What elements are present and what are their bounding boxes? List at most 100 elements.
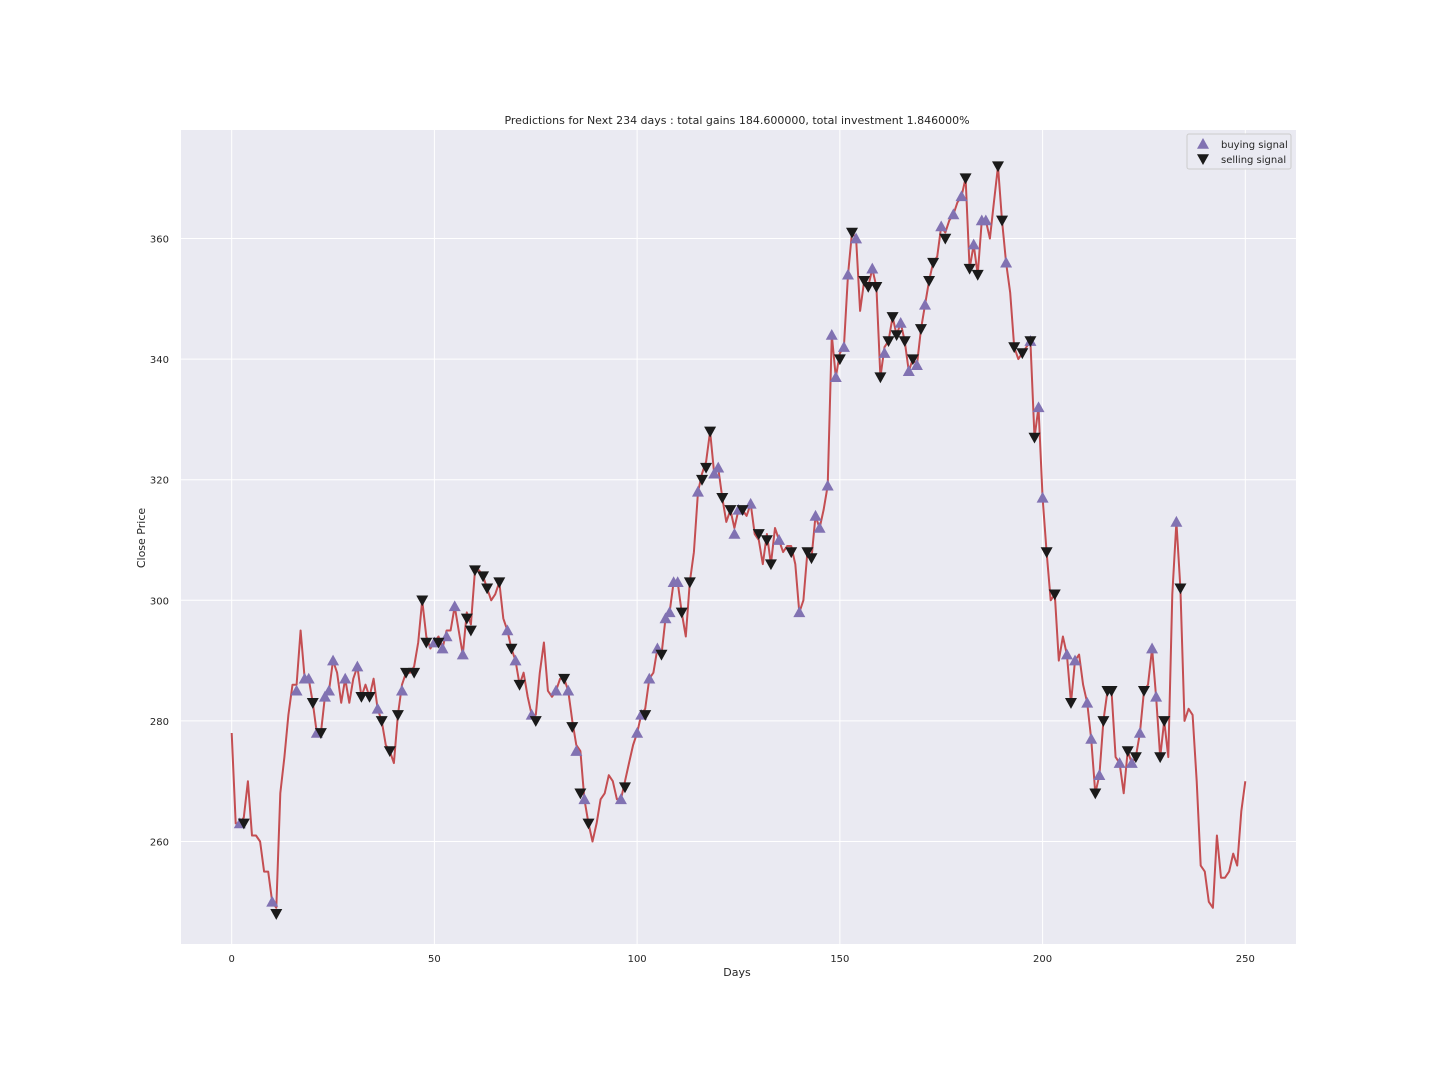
sell-signal-marker <box>1040 547 1053 559</box>
sell-signal-marker <box>355 691 368 703</box>
buy-signal-marker <box>1150 690 1163 702</box>
x-axis-label: Days <box>723 966 751 979</box>
buy-signal-marker <box>773 534 786 545</box>
sell-signal-marker <box>1158 716 1171 727</box>
sell-signal-marker <box>1028 432 1041 444</box>
buy-signal-marker <box>339 672 352 684</box>
sell-signal-marker <box>785 547 798 559</box>
sell-signal-marker <box>1048 589 1061 601</box>
sell-signal-marker <box>1154 752 1167 764</box>
sell-signal-marker <box>460 613 473 625</box>
sell-signal-marker <box>1129 752 1142 764</box>
x-tick-label: 250 <box>1236 954 1255 965</box>
buy-signal-marker <box>894 316 907 328</box>
sell-signal-marker <box>1121 746 1134 758</box>
buy-signal-marker <box>643 672 656 684</box>
sell-signal-marker <box>655 649 668 661</box>
buy-signal-marker <box>821 479 834 491</box>
sell-signal-marker <box>991 161 1004 173</box>
sell-signal-marker <box>971 269 984 281</box>
buy-signal-marker <box>813 521 826 533</box>
sell-signal-marker <box>886 312 899 323</box>
sell-signal-marker <box>1174 583 1187 595</box>
sell-signal-marker <box>1024 336 1037 348</box>
grid <box>181 130 1296 944</box>
sell-signal-marker <box>683 577 696 589</box>
sell-signal-marker <box>846 227 859 239</box>
sell-signal-marker <box>1089 788 1102 800</box>
sell-signal-marker <box>996 215 1009 227</box>
buy-signal-marker <box>659 612 672 624</box>
buy-signal-marker <box>501 624 514 636</box>
buy-signal-marker <box>1125 757 1138 768</box>
legend-label: selling signal <box>1221 155 1286 166</box>
y-tick-label: 320 <box>150 476 169 487</box>
sell-signal-marker <box>882 336 895 348</box>
buy-signal-marker <box>825 329 838 340</box>
sell-signal-marker <box>805 553 818 565</box>
sell-signal-marker <box>363 691 376 703</box>
buy-signal-marker <box>947 208 960 220</box>
buy-signal-marker <box>448 600 461 612</box>
buy-signal-marker <box>436 642 449 654</box>
sell-signal-marker <box>906 354 919 366</box>
x-tick-label: 100 <box>628 954 647 965</box>
buy-signal-marker <box>919 298 932 310</box>
sell-signal-marker <box>237 818 250 830</box>
sell-signal-marker <box>959 173 972 185</box>
buy-signal-marker <box>302 672 315 684</box>
buy-signal-marker <box>562 684 575 696</box>
sell-signal-marker <box>574 788 587 800</box>
sell-signal-marker <box>1097 716 1110 727</box>
buy-signal-marker <box>708 467 721 479</box>
sell-signal-marker <box>1137 685 1150 697</box>
y-tick-label: 300 <box>150 596 169 607</box>
buy-signal-marker <box>1093 769 1106 780</box>
buy-signal-marker <box>614 793 627 805</box>
buy-signal-marker <box>663 606 676 618</box>
sell-signal-marker <box>391 710 404 721</box>
buy-signal-marker <box>1133 726 1146 738</box>
sell-signal-marker <box>408 667 421 679</box>
buy-signal-marker <box>809 509 822 521</box>
sell-signal-marker <box>400 667 413 679</box>
buy-signal-marker <box>1085 732 1098 744</box>
buy-signal-marker <box>829 371 842 383</box>
sell-signal-marker <box>914 324 927 335</box>
buy-signal-marker <box>979 214 992 226</box>
sell-signal-marker <box>760 535 773 547</box>
buy-signal-marker <box>266 895 279 907</box>
sell-signal-marker <box>724 505 737 516</box>
buy-signal-marker <box>793 606 806 618</box>
sell-signal-marker <box>464 625 477 637</box>
buy-signal-marker <box>456 648 469 660</box>
sell-signal-marker <box>862 281 875 293</box>
sell-signal-marker <box>890 330 903 342</box>
sell-signal-marker <box>375 716 388 727</box>
sell-signal-marker <box>505 643 518 655</box>
buy-signal-marker <box>1069 654 1082 666</box>
buy-signal-marker <box>1170 515 1183 527</box>
buy-signal-marker <box>570 745 583 756</box>
sell-signal-marker <box>582 818 595 830</box>
buy-signal-marker <box>290 684 303 696</box>
buy-signal-marker <box>1081 696 1094 708</box>
buy-signal-marker <box>550 684 563 696</box>
buy-signal-marker <box>1032 401 1045 413</box>
buy-signal-marker <box>955 190 968 202</box>
sell-signal-marker <box>898 336 911 348</box>
sell-signal-marker <box>493 577 506 589</box>
y-tick-label: 280 <box>150 717 169 728</box>
sell-signal-marker <box>618 782 631 794</box>
sell-signal-marker <box>1105 685 1118 697</box>
buy-signal-marker <box>902 365 915 376</box>
sell-signal-marker <box>874 372 887 384</box>
sell-signal-marker <box>801 547 814 559</box>
sell-signal-marker <box>704 426 717 438</box>
y-tick-label: 260 <box>150 837 169 848</box>
legend-buy-marker <box>1197 138 1209 149</box>
buy-signal-marker <box>910 359 923 370</box>
buy-signal-marker <box>728 527 741 539</box>
